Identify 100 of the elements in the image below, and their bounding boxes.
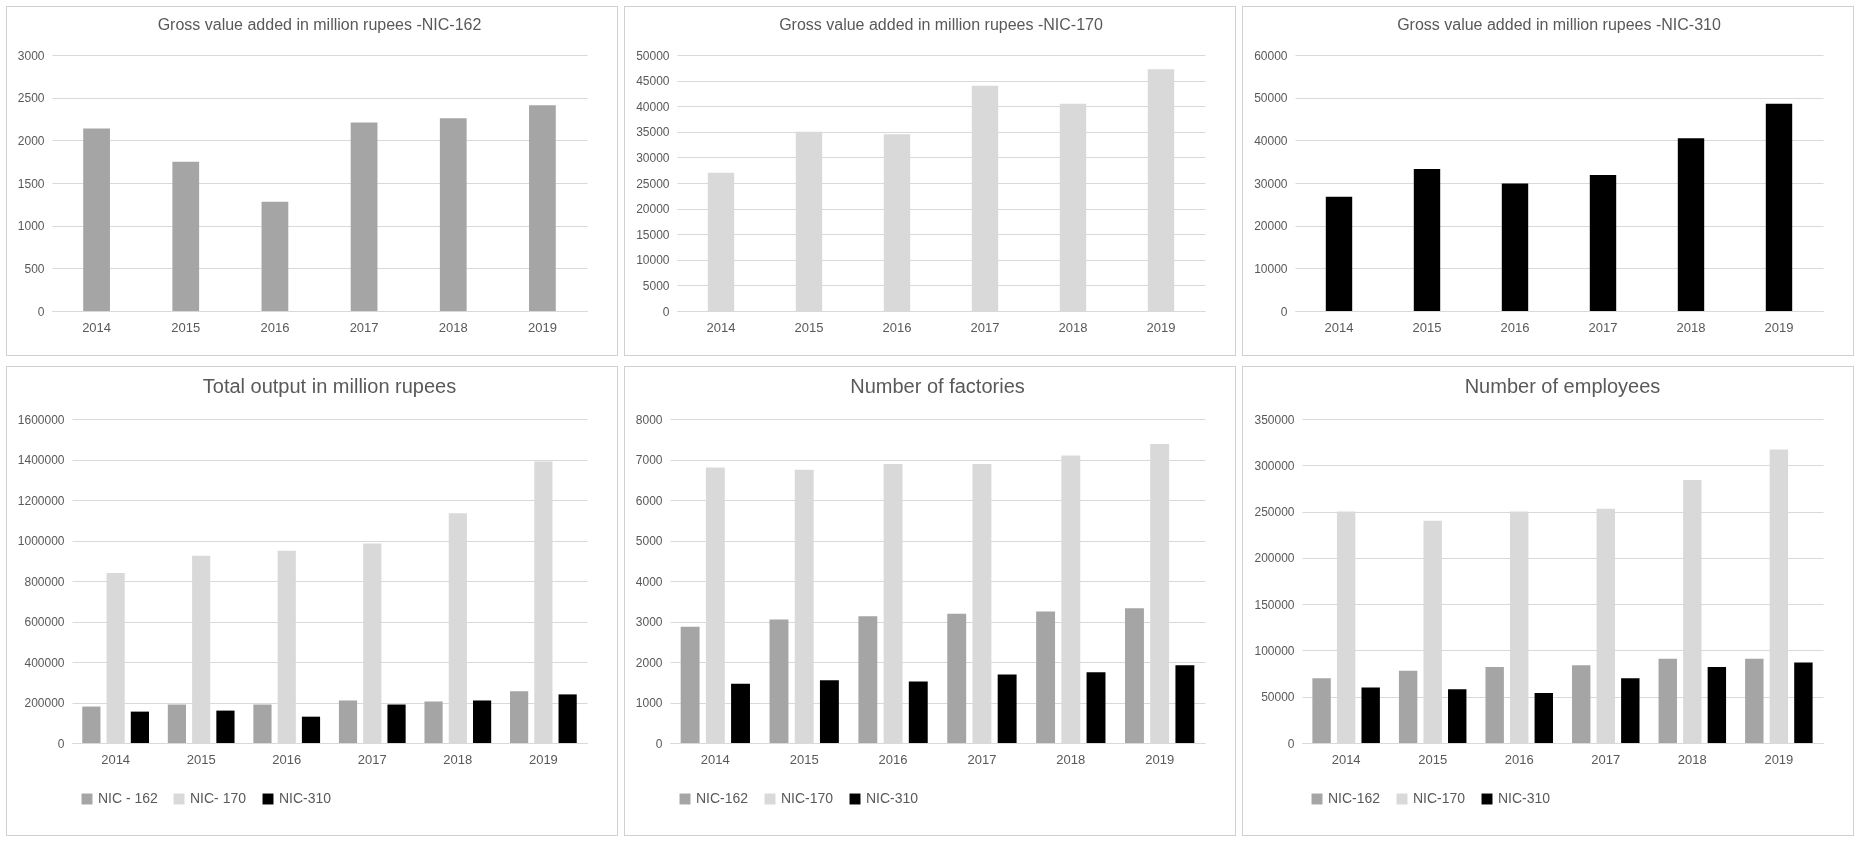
bar [529, 105, 556, 311]
y-tick-label: 600000 [24, 615, 65, 629]
bar [1589, 174, 1617, 311]
x-tick-label: 2018 [1677, 751, 1707, 767]
chart-title: Total output in million rupees [202, 375, 457, 397]
bar [1572, 665, 1591, 743]
bar [338, 700, 358, 743]
x-tick-label: 2019 [1146, 319, 1176, 335]
bar [858, 616, 878, 743]
chart-title: Gross value added in million rupees -NIC-310 [1397, 16, 1721, 33]
y-tick-label: 200000 [1254, 551, 1295, 566]
y-tick-label: 0 [57, 736, 65, 751]
y-tick-label: 1000 [17, 219, 45, 234]
bar [731, 683, 750, 743]
legend-label: NIC- 170 [190, 790, 247, 806]
y-tick-label: 40000 [636, 99, 670, 114]
x-tick-label: 2019 [527, 319, 557, 335]
y-tick-label: 0 [662, 304, 670, 319]
y-tick-label: 200000 [24, 696, 65, 710]
bar [769, 619, 789, 743]
bar [472, 700, 492, 743]
bar [1485, 667, 1504, 743]
bar [387, 704, 406, 743]
bar [1175, 665, 1195, 743]
bar [908, 681, 928, 743]
legend-label: NIC-162 [696, 790, 749, 806]
x-tick-label: 2015 [186, 751, 216, 767]
bar [1677, 138, 1705, 311]
legend-label: NIC - 162 [98, 790, 159, 806]
y-tick-label: 1400000 [17, 453, 65, 467]
x-tick-label: 2019 [1764, 751, 1794, 767]
y-tick-label: 35000 [636, 125, 670, 140]
x-tick-label: 2017 [967, 751, 997, 767]
x-tick-label: 2018 [443, 751, 473, 767]
legend-label: NIC-310 [279, 790, 332, 806]
bar [350, 122, 378, 311]
y-tick-label: 1600000 [17, 412, 65, 427]
x-tick-label: 2019 [1764, 319, 1794, 335]
y-tick-label: 100000 [1254, 643, 1295, 658]
y-tick-label: 10000 [1254, 261, 1288, 276]
bar [1036, 611, 1056, 743]
x-tick-label: 2014 [101, 751, 131, 767]
bar [261, 201, 289, 311]
y-tick-label: 5000 [642, 278, 670, 293]
y-tick-label: 15000 [636, 227, 670, 242]
y-tick-label: 300000 [1254, 458, 1295, 473]
bar [1413, 168, 1441, 311]
legend-label: NIC-162 [1328, 790, 1381, 806]
x-tick-label: 2017 [1591, 751, 1621, 767]
y-tick-label: 50000 [1254, 91, 1288, 106]
x-tick-label: 2014 [1331, 751, 1361, 767]
bar [680, 626, 700, 743]
y-tick-label: 3000 [635, 615, 663, 629]
bar [1398, 670, 1418, 743]
y-tick-label: 400000 [24, 655, 65, 670]
y-tick-label: 0 [1287, 736, 1295, 751]
x-tick-label: 2017 [349, 319, 379, 335]
legend-label: NIC-310 [1498, 790, 1551, 806]
x-tick-label: 2017 [970, 319, 1000, 335]
y-tick-label: 1200000 [17, 493, 65, 508]
y-tick-label: 1000000 [17, 534, 65, 548]
bar [1765, 103, 1793, 311]
chart-title: Gross value added in million rupees -NIC-162 [157, 16, 482, 33]
bar [167, 704, 187, 743]
y-tick-label: 0 [655, 736, 663, 751]
x-tick-label: 2014 [82, 319, 112, 335]
y-tick-label: 500 [24, 261, 45, 276]
bar [1745, 658, 1764, 743]
x-tick-label: 2016 [1500, 319, 1530, 335]
y-tick-label: 20000 [1254, 219, 1288, 234]
x-tick-label: 2018 [1676, 319, 1706, 335]
bar [1448, 689, 1467, 743]
y-tick-label: 1500 [17, 176, 45, 191]
y-tick-label: 4000 [635, 574, 663, 589]
x-tick-label: 2017 [1588, 319, 1618, 335]
x-tick-label: 2016 [272, 751, 302, 767]
bar [172, 161, 200, 311]
legend-label: NIC-170 [1413, 790, 1466, 806]
y-tick-label: 250000 [1254, 505, 1295, 520]
chart-title: Gross value added in million rupees -NIC-170 [779, 16, 1103, 33]
x-tick-label: 2018 [1056, 751, 1086, 767]
bar [424, 701, 443, 743]
x-tick-label: 2016 [260, 319, 290, 335]
bar [216, 710, 235, 743]
bar [819, 680, 839, 743]
bar [997, 674, 1017, 743]
y-tick-label: 20000 [636, 202, 670, 217]
y-tick-label: 350000 [1254, 412, 1295, 427]
bar [82, 706, 101, 743]
y-tick-label: 0 [37, 304, 45, 319]
y-tick-label: 800000 [24, 574, 65, 589]
y-tick-label: 2000 [17, 133, 45, 148]
x-tick-label: 2018 [438, 319, 468, 335]
y-tick-label: 6000 [635, 493, 663, 508]
chart-title: Number of employees [1464, 375, 1661, 397]
x-tick-label: 2015 [794, 319, 824, 335]
bar [1361, 687, 1380, 743]
y-tick-label: 25000 [636, 176, 670, 191]
y-tick-label: 50000 [1261, 690, 1295, 705]
y-tick-label: 3000 [17, 48, 45, 63]
